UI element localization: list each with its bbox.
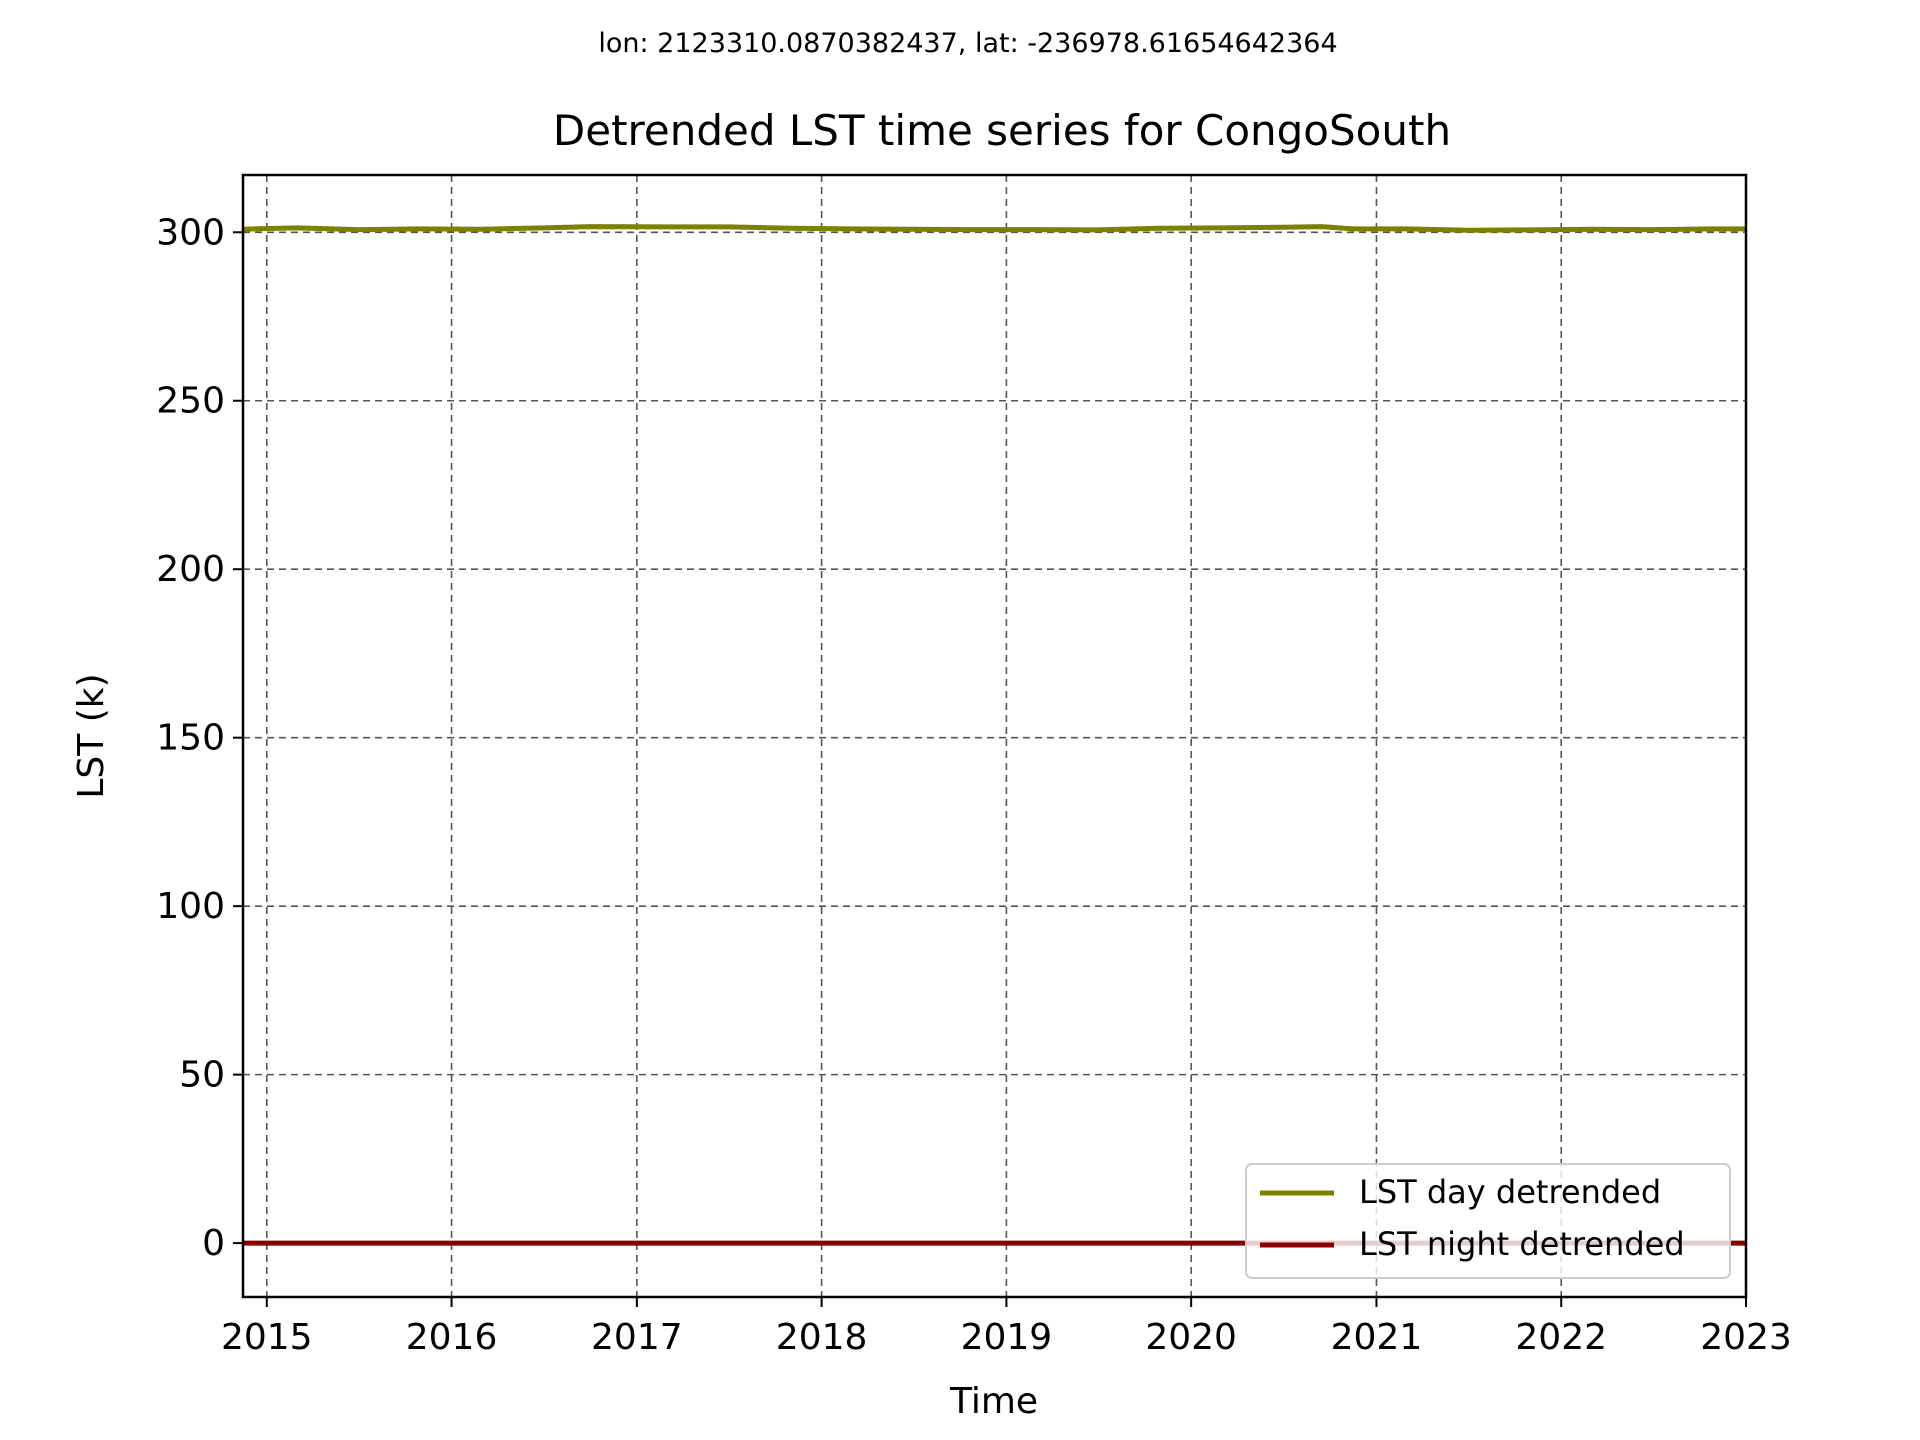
x-axis-label: Time bbox=[949, 1381, 1038, 1422]
x-tick-label: 2020 bbox=[1145, 1317, 1237, 1358]
y-tick-label: 150 bbox=[156, 718, 225, 759]
y-tick-label: 0 bbox=[202, 1223, 225, 1264]
x-tick-label: 2015 bbox=[221, 1317, 313, 1358]
x-tick-label: 2016 bbox=[406, 1317, 498, 1358]
y-tick-label: 250 bbox=[156, 381, 225, 422]
x-tick-label: 2018 bbox=[776, 1317, 868, 1358]
x-tick-label: 2017 bbox=[591, 1317, 683, 1358]
y-tick-label: 100 bbox=[156, 886, 225, 927]
y-tick-label: 200 bbox=[156, 549, 225, 590]
y-axis-label: LST (k) bbox=[71, 673, 112, 798]
series-line-day bbox=[242, 224, 1746, 233]
x-tick-label: 2019 bbox=[961, 1317, 1053, 1358]
plot-frame bbox=[241, 173, 1748, 1299]
x-tick-label: 2023 bbox=[1700, 1317, 1792, 1358]
legend-night-label: LST night detrended bbox=[1359, 1225, 1685, 1263]
x-tick-label: 2022 bbox=[1515, 1317, 1607, 1358]
y-tick-label: 300 bbox=[156, 212, 225, 253]
chart-suptitle: lon: 2123310.0870382437, lat: -236978.61… bbox=[598, 28, 1337, 59]
y-tick-label: 50 bbox=[179, 1055, 225, 1096]
chart-title: Detrended LST time series for CongoSouth bbox=[553, 106, 1451, 155]
legend-box bbox=[1245, 1163, 1731, 1279]
legend-day-label: LST day detrended bbox=[1359, 1173, 1661, 1211]
y-axis: 0 50 100 150 200 250 300 bbox=[156, 212, 243, 1264]
x-tick-label: 2021 bbox=[1331, 1317, 1423, 1358]
x-axis: 2015 2016 2017 2018 2019 2020 2021 2022 2023 bbox=[221, 1297, 1792, 1358]
legend: LST day detrended LST night detrended bbox=[1245, 1163, 1731, 1279]
